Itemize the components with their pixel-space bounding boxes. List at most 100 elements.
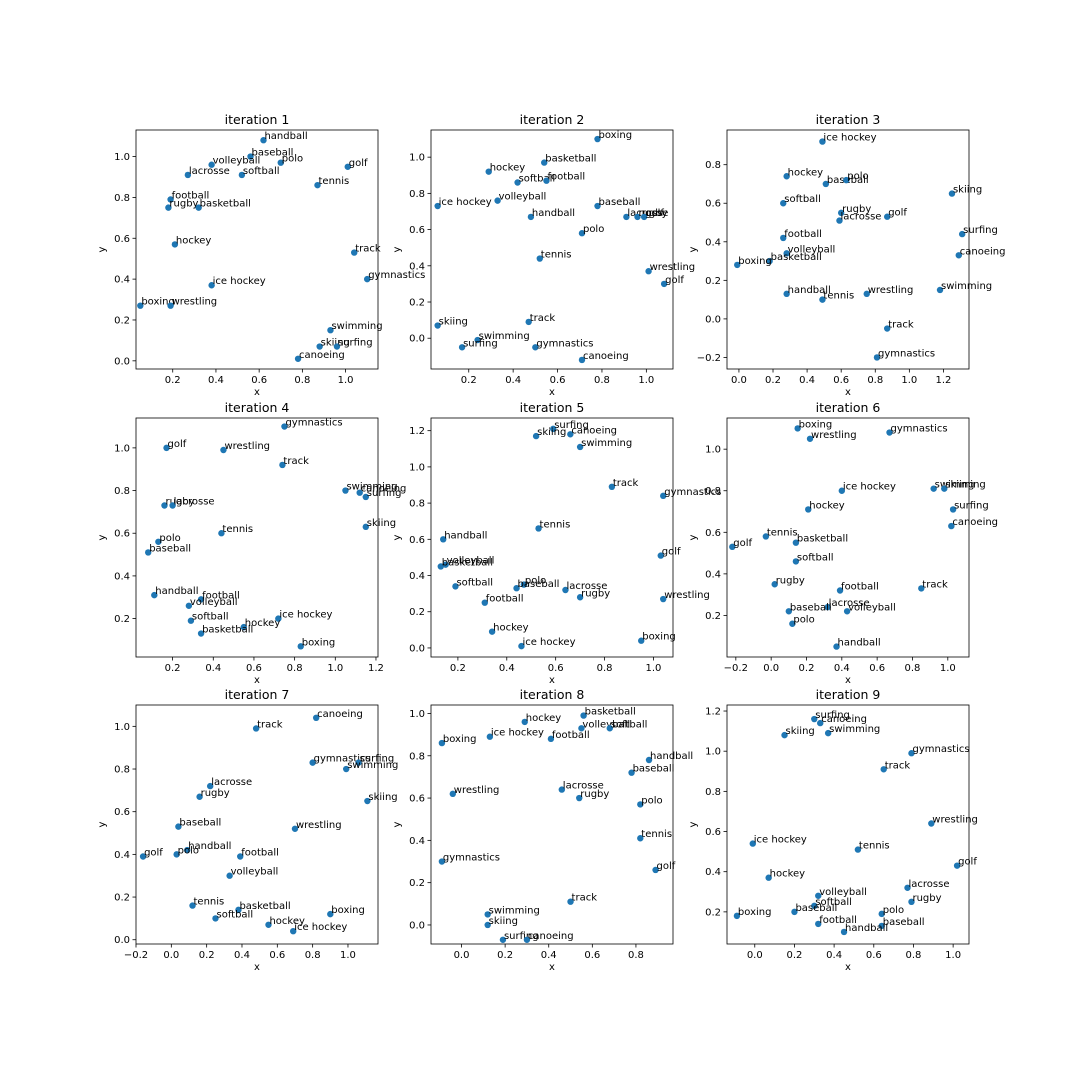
y-tick-label: 0.6 xyxy=(409,225,425,236)
point-label: swimming xyxy=(829,724,880,735)
scatter-point xyxy=(652,866,659,874)
scatter-point xyxy=(928,820,935,827)
scatter-point xyxy=(576,794,583,802)
scatter-point xyxy=(155,538,162,545)
y-axis-label: y xyxy=(392,246,403,252)
subplot-1: iteration 1 0.2 0.4 0.6 0.8 1.0 0.0 0.2 0.4 0.6 0.… xyxy=(97,112,425,398)
point-label: basketball xyxy=(442,557,493,568)
point-label: skiing xyxy=(367,518,396,529)
scatter-point xyxy=(252,725,260,732)
scatter-point xyxy=(886,429,893,436)
point-label: hockey xyxy=(493,623,529,634)
point-label: golf xyxy=(144,848,163,859)
y-tick-label: 1.0 xyxy=(705,445,721,456)
y-tick-label: 0.8 xyxy=(705,160,721,171)
scatter-point xyxy=(792,539,800,546)
x-tick-label: 0.8 xyxy=(294,375,310,386)
x-tick-label: 0.4 xyxy=(505,375,521,386)
y-tick-label: 0.0 xyxy=(114,935,130,946)
x-tick-label: 0.4 xyxy=(234,950,250,961)
point-label: golf xyxy=(168,439,187,450)
x-tick-label: 1.0 xyxy=(338,375,354,386)
point-label: rugby xyxy=(581,588,610,599)
x-tick-label: 0.6 xyxy=(548,663,564,674)
scatter-point xyxy=(780,234,787,242)
scatter-point xyxy=(608,483,616,491)
scatter-point xyxy=(452,583,459,590)
scatter-point xyxy=(637,835,644,842)
scatter-point xyxy=(442,561,449,568)
point-label: volleyball xyxy=(213,156,261,167)
scatter-point xyxy=(187,617,195,624)
y-tick-label: 0.6 xyxy=(705,827,721,838)
subplot-7: iteration 7 −0.2 0.0 0.2 0.4 0.6 0.8 1.0 0.0 0.2 0… xyxy=(97,687,398,973)
scatter-point xyxy=(218,530,225,537)
point-label: tennis xyxy=(767,527,798,538)
point-label: canoeing xyxy=(361,484,407,495)
scatter-point xyxy=(169,502,176,509)
point-label: surfing xyxy=(954,500,989,511)
scatter-point xyxy=(434,202,441,210)
x-tick-label: 0.6 xyxy=(869,663,885,674)
x-axis-label: x xyxy=(254,387,260,398)
point-label: ice hockey xyxy=(754,835,807,846)
point-label: gymnastics xyxy=(314,754,371,765)
point-label: surfing xyxy=(360,754,395,765)
point-label: softball xyxy=(815,897,852,908)
point-label: lacrosse xyxy=(189,166,230,177)
point-label: polo xyxy=(525,576,546,587)
y-tick-label: 0.8 xyxy=(114,486,130,497)
x-tick-label: 0.8 xyxy=(287,663,303,674)
x-tick-label: 0.2 xyxy=(461,375,477,386)
point-label: baseball xyxy=(252,148,294,159)
scatter-point xyxy=(550,425,557,433)
scatter-point xyxy=(195,204,202,211)
scatter-point xyxy=(904,884,911,891)
point-label: canoeing xyxy=(583,351,629,362)
y-tick-label: 0.6 xyxy=(705,528,721,539)
x-tick-label: 0.2 xyxy=(165,663,181,674)
point-label: surfing xyxy=(338,338,373,349)
x-tick-label: 0.4 xyxy=(799,375,815,386)
point-label: boxing xyxy=(738,256,772,267)
y-tick-label: 1.0 xyxy=(409,153,425,164)
scatter-point xyxy=(822,180,830,188)
point-label: football xyxy=(552,730,590,741)
point-label: golf xyxy=(958,857,977,868)
scatter-point xyxy=(567,898,574,905)
point-label: lacrosse xyxy=(627,208,668,219)
subplot-6: iteration 6 −0.2 0.0 0.2 0.4 0.6 0.8 1.0 0.2 0.4 0… xyxy=(688,400,998,686)
point-label: boxing xyxy=(141,297,175,308)
point-label: gymnastics xyxy=(285,418,342,429)
scatter-point xyxy=(212,915,219,922)
scatter-point xyxy=(580,712,587,719)
scatter-point xyxy=(836,587,844,594)
point-label: track xyxy=(530,313,556,324)
scatter-point xyxy=(532,432,540,440)
scatter-point xyxy=(536,255,543,262)
point-label: rugby xyxy=(580,789,609,800)
point-label: volleyball xyxy=(582,719,630,730)
scatter-point xyxy=(238,171,246,179)
scatter-point xyxy=(277,159,284,166)
y-tick-label: 0.0 xyxy=(409,920,425,931)
scatter-point xyxy=(316,343,323,350)
x-tick-label: 0.8 xyxy=(597,663,613,674)
subplot-2: iteration 2 0.2 0.4 0.6 0.8 1.0 0.0 0.2 0.4 0.6 0.… xyxy=(392,112,695,398)
point-label: wrestling xyxy=(664,590,710,601)
scatter-point xyxy=(220,446,227,454)
scatter-point xyxy=(356,489,363,496)
scatter-point xyxy=(941,485,948,492)
point-label: boxing xyxy=(738,907,772,918)
point-label: polo xyxy=(883,905,904,916)
point-label: polo xyxy=(282,154,303,165)
point-label: football xyxy=(819,915,857,926)
y-tick-label: 0.4 xyxy=(705,867,721,878)
scatter-point xyxy=(527,213,535,221)
point-label: volleyball xyxy=(447,556,495,567)
point-label: softball xyxy=(797,552,834,563)
point-label: wrestling xyxy=(868,285,914,296)
scatter-point xyxy=(783,290,790,298)
scatter-point xyxy=(184,846,191,854)
x-tick-label: 1.0 xyxy=(901,375,917,386)
